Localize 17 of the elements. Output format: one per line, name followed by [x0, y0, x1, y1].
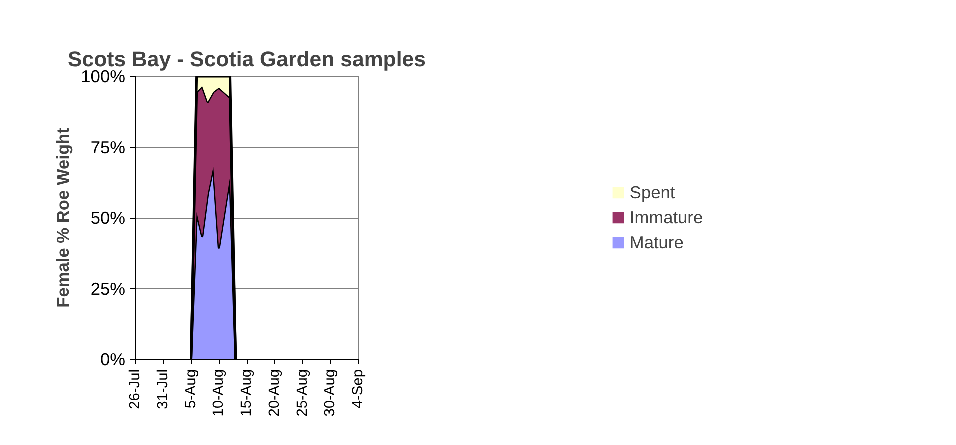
- x-tick-label: 15-Aug: [239, 369, 255, 417]
- x-tick-label: 10-Aug: [211, 369, 228, 417]
- x-tick-label: 26-Jul: [128, 369, 144, 410]
- y-tick-label: 0%: [100, 350, 126, 370]
- y-axis-title: Female % Roe Weight: [53, 128, 74, 308]
- y-tick-label: 50%: [90, 208, 126, 228]
- x-tick-label: 31-Jul: [155, 369, 172, 410]
- x-tick-label: 5-Aug: [183, 369, 200, 409]
- x-tick-label: 20-Aug: [266, 369, 283, 417]
- legend-label: Spent: [630, 182, 676, 203]
- legend-label: Immature: [630, 207, 704, 228]
- legend-label: Mature: [630, 232, 684, 253]
- x-tick-label: 4-Sep: [350, 369, 366, 409]
- x-tick-label: 25-Aug: [294, 369, 311, 417]
- y-tick-label: 25%: [90, 278, 126, 299]
- y-tick-label: 75%: [90, 137, 126, 158]
- x-tick-label: 30-Aug: [322, 369, 339, 417]
